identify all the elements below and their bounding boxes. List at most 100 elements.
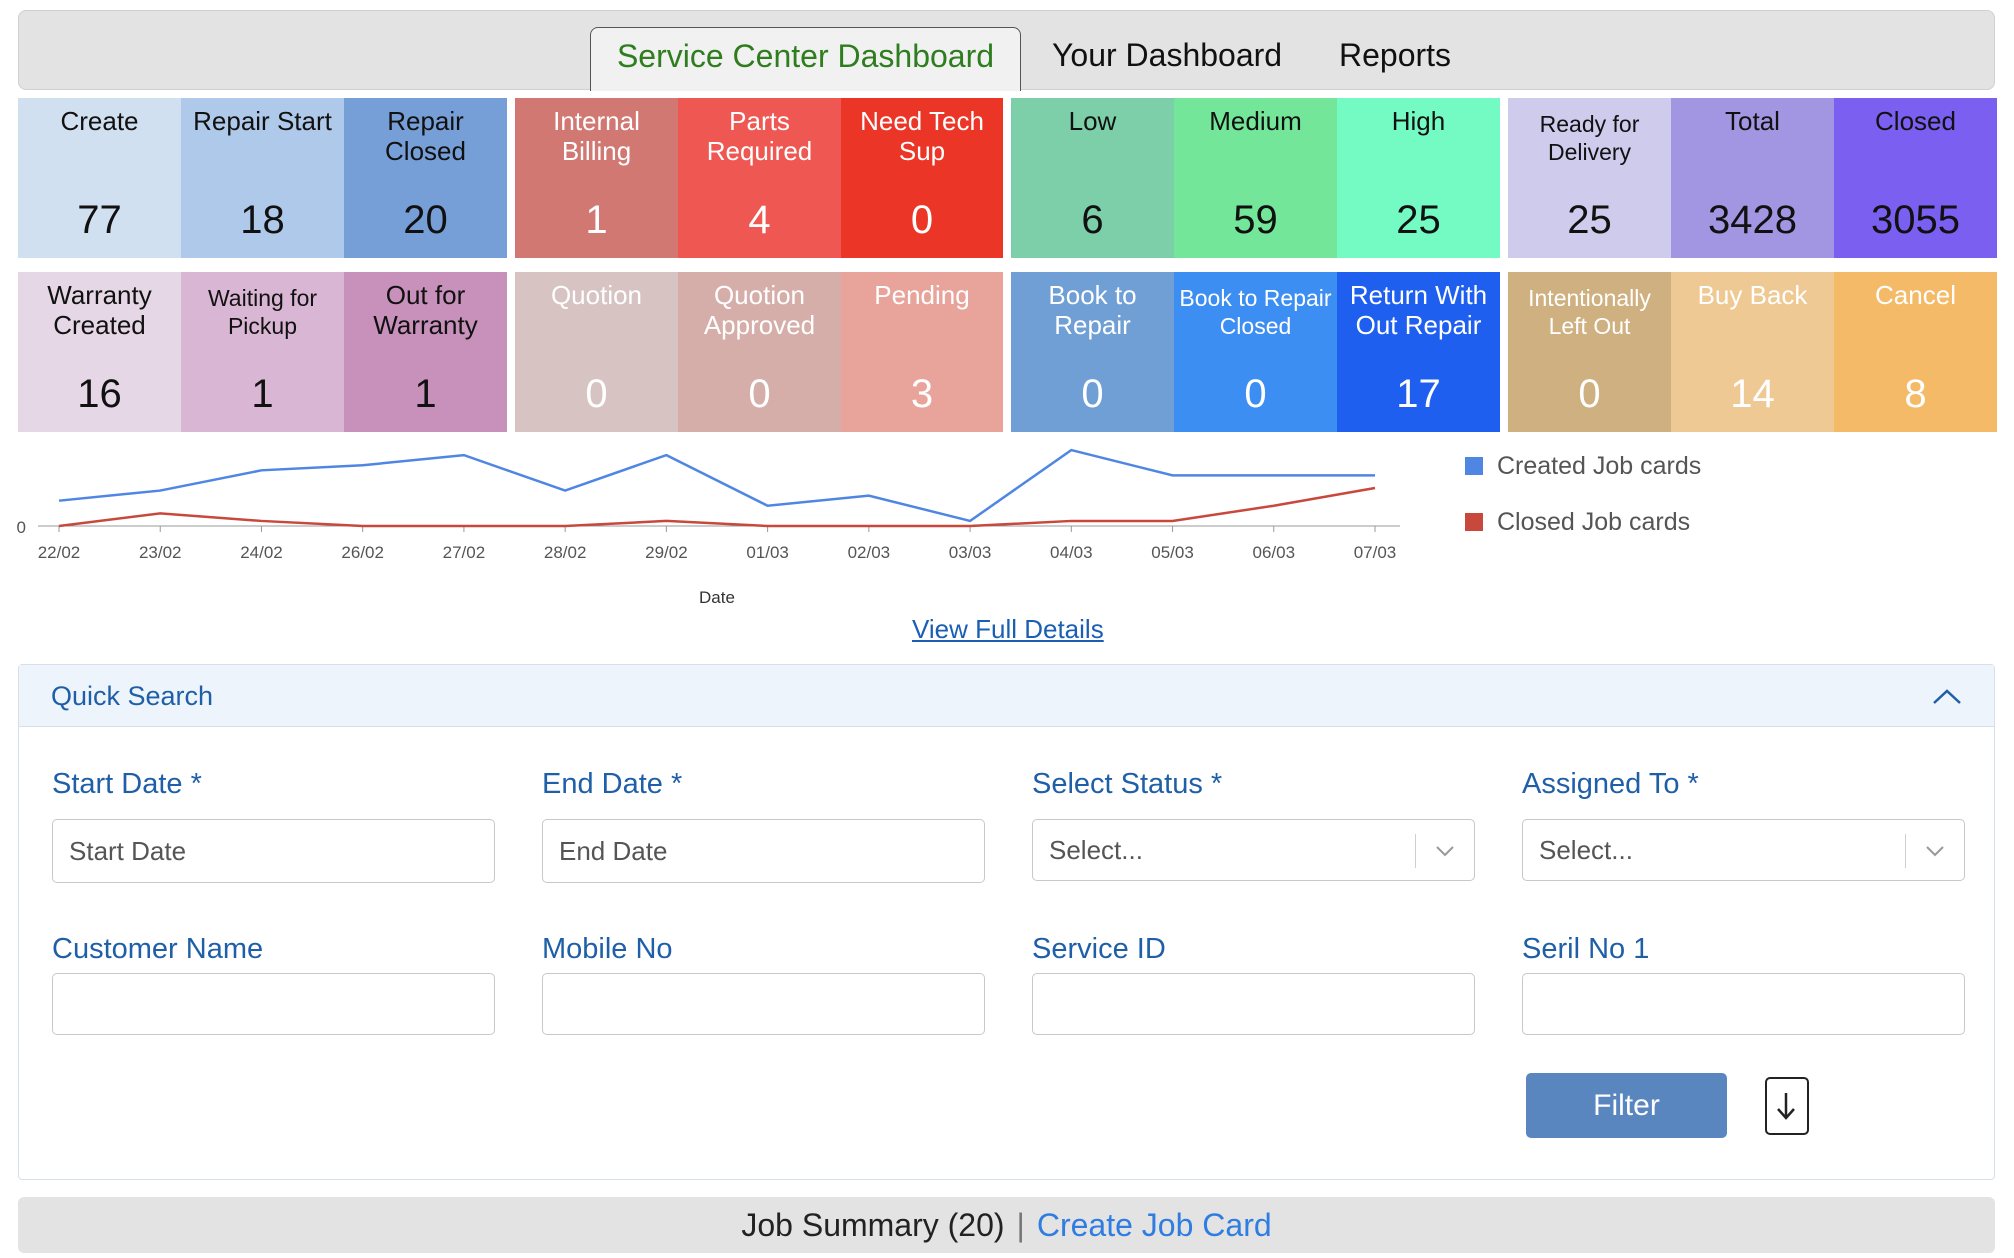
stat-tile-label: Need Tech Sup — [860, 106, 984, 166]
chevron-down-icon[interactable] — [1432, 838, 1458, 864]
stat-tile-value: 8 — [1904, 372, 1927, 416]
separator: | — [1016, 1207, 1025, 1243]
mobile-no-input[interactable] — [542, 973, 985, 1035]
stat-tile-book-to-repair[interactable]: Book to Repair 0 — [1011, 272, 1174, 432]
assigned-to-dropdown[interactable]: Select... — [1522, 819, 1965, 881]
filter-button[interactable]: Filter — [1526, 1073, 1727, 1138]
job-summary-bar: Job Summary (20) | Create Job Card — [18, 1197, 1995, 1253]
customer-name-input[interactable] — [52, 973, 495, 1035]
end-date-input[interactable] — [542, 819, 985, 883]
x-tick-label: 04/03 — [1050, 543, 1093, 562]
legend-label-created: Created Job cards — [1497, 452, 1702, 480]
stat-tile-label: Create — [60, 106, 139, 136]
stat-tile-label: Pending — [874, 280, 970, 310]
download-button[interactable] — [1765, 1077, 1809, 1135]
customer-name-label: Customer Name — [52, 933, 264, 965]
stat-tile-label: Quotion — [550, 280, 643, 310]
legend-label-closed: Closed Job cards — [1497, 508, 1691, 536]
stat-tile-quotion[interactable]: Quotion 0 — [515, 272, 678, 432]
stat-tile-intentionally-left-out[interactable]: Intentionally Left Out 0 — [1508, 272, 1671, 432]
x-tick-label: 24/02 — [240, 543, 283, 562]
stat-tile-value: 1 — [585, 198, 608, 242]
x-tick-label: 05/03 — [1151, 543, 1194, 562]
stat-tile-buy-back[interactable]: Buy Back 14 — [1671, 272, 1834, 432]
legend-closed: Closed Job cards — [1465, 508, 1690, 537]
stat-tile-value: 77 — [77, 198, 122, 242]
stat-tile-need-tech-sup[interactable]: Need Tech Sup 0 — [841, 98, 1003, 258]
x-tick-label: 07/03 — [1354, 543, 1397, 562]
stat-tile-value: 18 — [240, 198, 285, 242]
mobile-no-label: Mobile No — [542, 933, 673, 965]
stat-tile-value: 0 — [748, 372, 771, 416]
stat-tile-ready-for-delivery[interactable]: Ready for Delivery 25 — [1508, 98, 1671, 258]
x-tick-label: 29/02 — [645, 543, 688, 562]
y-tick-label: 0 — [17, 518, 26, 537]
stat-tile-value: 3428 — [1708, 198, 1797, 242]
stat-tile-label: Closed — [1875, 106, 1956, 136]
stat-tile-parts-required[interactable]: Parts Required 4 — [678, 98, 841, 258]
stat-tile-value: 25 — [1567, 198, 1612, 242]
stat-tile-closed[interactable]: Closed 3055 — [1834, 98, 1997, 258]
stat-tile-value: 25 — [1396, 198, 1441, 242]
stat-tile-return-with-out-repair[interactable]: Return With Out Repair 17 — [1337, 272, 1500, 432]
quick-search-header[interactable]: Quick Search — [19, 665, 1994, 727]
x-tick-label: 03/03 — [949, 543, 992, 562]
serial-no-input[interactable] — [1522, 973, 1965, 1035]
service-id-label: Service ID — [1032, 933, 1166, 965]
stat-tile-repair-start[interactable]: Repair Start 18 — [181, 98, 344, 258]
x-tick-label: 27/02 — [443, 543, 486, 562]
tab-bar: Service Center Dashboard Your Dashboard … — [18, 10, 1995, 91]
serial-no-label: Seril No 1 — [1522, 933, 1650, 965]
select-status-dropdown[interactable]: Select... — [1032, 819, 1475, 881]
stat-tile-value: 17 — [1396, 372, 1441, 416]
stat-tile-low[interactable]: Low 6 — [1011, 98, 1174, 258]
stat-tile-out-for-warranty[interactable]: Out for Warranty 1 — [344, 272, 507, 432]
stat-tile-label: Total — [1725, 106, 1780, 136]
stat-tile-internal-billing[interactable]: Internal Billing 1 — [515, 98, 678, 258]
stat-tile-total[interactable]: Total 3428 — [1671, 98, 1834, 258]
stat-tile-book-to-repair-closed[interactable]: Book to Repair Closed 0 — [1174, 272, 1337, 432]
select-separator — [1415, 834, 1416, 868]
stat-tile-value: 3055 — [1871, 198, 1960, 242]
start-date-input[interactable] — [52, 819, 495, 883]
create-job-card-link[interactable]: Create Job Card — [1036, 1207, 1272, 1243]
stat-tile-value: 4 — [748, 198, 771, 242]
legend-created: Created Job cards — [1465, 452, 1701, 481]
stat-tile-value: 1 — [414, 372, 437, 416]
stat-tile-label: Warranty Created — [47, 280, 152, 340]
tab-service-center-dashboard[interactable]: Service Center Dashboard — [590, 27, 1021, 91]
stat-tile-waiting-for-pickup[interactable]: Waiting for Pickup 1 — [181, 272, 344, 432]
stat-tile-value: 16 — [77, 372, 122, 416]
series-line-created — [58, 448, 1375, 523]
quick-search-panel: Quick Search Start Date * End Date * Sel… — [18, 664, 1995, 1180]
service-id-input[interactable] — [1032, 973, 1475, 1035]
stat-tile-medium[interactable]: Medium 59 — [1174, 98, 1337, 258]
stat-tile-value: 59 — [1233, 198, 1278, 242]
stat-tile-label: Cancel — [1875, 280, 1956, 310]
stat-tile-high[interactable]: High 25 — [1337, 98, 1500, 258]
x-tick-label: 01/03 — [746, 543, 789, 562]
x-tick-label: 23/02 — [139, 543, 182, 562]
stat-tile-label: Repair Closed — [385, 106, 466, 166]
view-full-details-link[interactable]: View Full Details — [912, 614, 1104, 644]
stat-tile-label: Repair Start — [193, 106, 332, 136]
stat-tile-create[interactable]: Create 77 — [18, 98, 181, 258]
stat-tile-warranty-created[interactable]: Warranty Created 16 — [18, 272, 181, 432]
stat-tile-quotion-approved[interactable]: Quotion Approved 0 — [678, 272, 841, 432]
stat-tile-label: Low — [1068, 106, 1117, 136]
stat-tile-value: 20 — [403, 198, 448, 242]
stat-tile-pending[interactable]: Pending 3 — [841, 272, 1003, 432]
tab-reports[interactable]: Reports — [1339, 37, 1452, 73]
stat-tile-label: Book to Repair — [1048, 280, 1137, 340]
tab-your-dashboard[interactable]: Your Dashboard — [1052, 37, 1283, 73]
chevron-up-icon[interactable] — [1930, 681, 1964, 711]
assigned-to-value: Select... — [1539, 835, 1633, 865]
stat-tile-label: Parts Required — [706, 106, 813, 166]
stat-tile-value: 14 — [1730, 372, 1775, 416]
stat-tile-cancel[interactable]: Cancel 8 — [1834, 272, 1997, 432]
stat-tile-label: Medium — [1209, 106, 1302, 136]
stat-tile-repair-closed[interactable]: Repair Closed 20 — [344, 98, 507, 258]
legend-swatch-created — [1465, 457, 1483, 475]
chevron-down-icon[interactable] — [1922, 838, 1948, 864]
legend-swatch-closed — [1465, 513, 1483, 531]
